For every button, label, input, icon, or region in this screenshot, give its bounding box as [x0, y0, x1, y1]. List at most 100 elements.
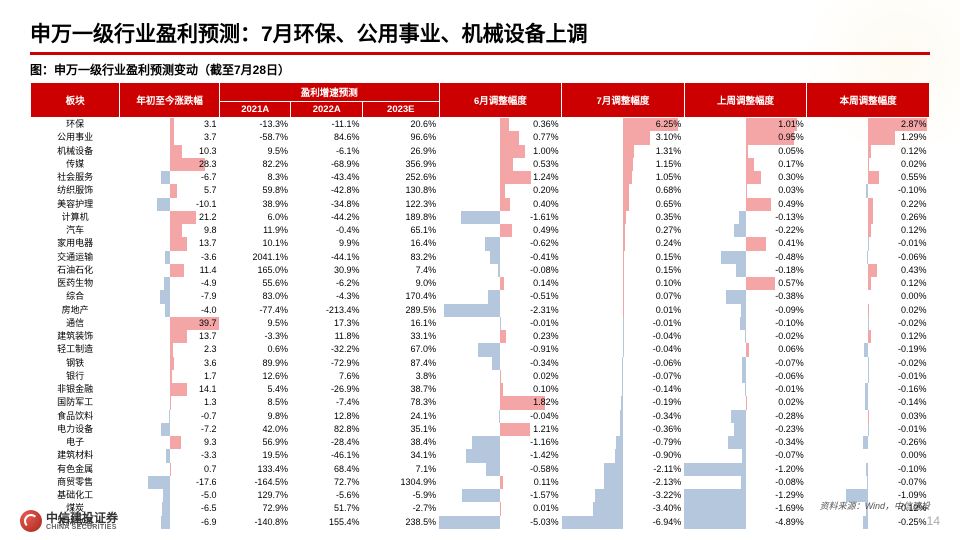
- bar-cell: -0.07%: [807, 476, 930, 489]
- table-row: 石油石化11.4165.0%30.9%7.4%-0.08%0.15%-0.18%…: [31, 264, 930, 277]
- bar-cell: 0.01%: [562, 304, 685, 317]
- bar-cell: 1.29%: [807, 131, 930, 144]
- page-title: 申万一级行业盈利预测：7月环保、公用事业、机械设备上调: [30, 18, 930, 55]
- table-header: 板块年初至今涨跌幅盈利增速预测6月调整幅度7月调整幅度上周调整幅度本周调整幅度2…: [31, 83, 930, 118]
- value-cell: 12.6%: [219, 370, 291, 383]
- table-row: 环保3.1-13.3%-11.1%20.6%0.36%6.25%1.01%2.8…: [31, 118, 930, 132]
- bar-cell: -7.2: [120, 423, 220, 436]
- bar-cell: -3.3: [120, 449, 220, 462]
- bar-cell: -0.19%: [562, 396, 685, 409]
- bar-cell: -0.18%: [684, 264, 807, 277]
- value-cell: 9.9%: [291, 237, 363, 250]
- value-cell: -0.4%: [291, 224, 363, 237]
- value-cell: 9.0%: [362, 277, 439, 290]
- value-cell: -58.7%: [219, 131, 291, 144]
- bar-cell: 1.21%: [439, 423, 562, 436]
- bar-cell: 0.49%: [684, 198, 807, 211]
- table-row: 建筑材料-3.319.5%-46.1%34.1%-1.42%-0.90%-0.0…: [31, 449, 930, 462]
- value-cell: -11.1%: [291, 118, 363, 132]
- bar-cell: 0.40%: [439, 198, 562, 211]
- sector-cell: 电力设备: [31, 423, 120, 436]
- bar-cell: -0.79%: [562, 436, 685, 449]
- value-cell: -6.2%: [291, 277, 363, 290]
- bar-cell: -0.19%: [807, 343, 930, 356]
- value-cell: 133.4%: [219, 463, 291, 476]
- value-cell: -7.4%: [291, 396, 363, 409]
- bar-cell: 0.57%: [684, 277, 807, 290]
- value-cell: 130.8%: [362, 184, 439, 197]
- value-cell: 9.5%: [219, 145, 291, 158]
- sector-cell: 有色金属: [31, 463, 120, 476]
- bar-cell: -3.22%: [562, 489, 685, 502]
- value-cell: 72.7%: [291, 476, 363, 489]
- bar-cell: -0.01%: [807, 370, 930, 383]
- table-row: 机械设备10.39.5%-6.1%26.9%1.00%1.31%0.05%0.1…: [31, 145, 930, 158]
- value-cell: 35.1%: [362, 423, 439, 436]
- bar-cell: -1.57%: [439, 489, 562, 502]
- sector-cell: 非银金融: [31, 383, 120, 396]
- table-row: 纺织服饰5.759.8%-42.8%130.8%0.20%0.68%0.03%-…: [31, 184, 930, 197]
- bar-cell: 0.00%: [807, 449, 930, 462]
- bar-cell: -0.28%: [684, 410, 807, 423]
- bar-cell: -1.29%: [684, 489, 807, 502]
- bar-cell: -1.61%: [439, 211, 562, 224]
- bar-cell: -0.51%: [439, 290, 562, 303]
- bar-cell: -4.9: [120, 277, 220, 290]
- bar-cell: -0.10%: [684, 317, 807, 330]
- value-cell: 8.5%: [219, 396, 291, 409]
- bar-cell: -6.7: [120, 171, 220, 184]
- bar-cell: -0.26%: [807, 436, 930, 449]
- value-cell: -32.2%: [291, 343, 363, 356]
- value-cell: -213.4%: [291, 304, 363, 317]
- value-cell: 2041.1%: [219, 251, 291, 264]
- value-cell: 129.7%: [219, 489, 291, 502]
- bar-cell: 0.41%: [684, 237, 807, 250]
- sector-cell: 美容护理: [31, 198, 120, 211]
- bar-cell: 1.00%: [439, 145, 562, 158]
- bar-cell: -0.01%: [807, 237, 930, 250]
- bar-cell: 0.68%: [562, 184, 685, 197]
- value-cell: 59.8%: [219, 184, 291, 197]
- sector-cell: 综合: [31, 290, 120, 303]
- bar-cell: -0.07%: [562, 370, 685, 383]
- bar-cell: -4.0: [120, 304, 220, 317]
- value-cell: 9.8%: [219, 410, 291, 423]
- bar-cell: 0.49%: [439, 224, 562, 237]
- sector-cell: 电子: [31, 436, 120, 449]
- bar-cell: -0.07%: [684, 449, 807, 462]
- bar-cell: 0.22%: [807, 198, 930, 211]
- value-cell: 16.1%: [362, 317, 439, 330]
- table-row: 医药生物-4.955.6%-6.2%9.0%0.14%0.10%0.57%0.1…: [31, 277, 930, 290]
- bar-cell: -0.06%: [562, 357, 685, 370]
- bar-cell: 5.7: [120, 184, 220, 197]
- value-cell: 170.4%: [362, 290, 439, 303]
- bar-cell: 0.27%: [562, 224, 685, 237]
- bar-cell: -0.04%: [439, 410, 562, 423]
- bar-cell: -0.14%: [807, 396, 930, 409]
- table-row: 交通运输-3.62041.1%-44.1%83.2%-0.41%0.15%-0.…: [31, 251, 930, 264]
- bar-cell: 0.10%: [439, 383, 562, 396]
- value-cell: -44.1%: [291, 251, 363, 264]
- logo-text: 中信建投证券CHINA SECURITIES: [46, 512, 118, 531]
- table-row: 非银金融14.15.4%-26.9%38.7%0.10%-0.14%-0.01%…: [31, 383, 930, 396]
- bar-cell: 2.87%: [807, 118, 930, 132]
- value-cell: 65.1%: [362, 224, 439, 237]
- bar-cell: -0.7: [120, 410, 220, 423]
- bar-cell: -0.91%: [439, 343, 562, 356]
- bar-cell: -0.62%: [439, 237, 562, 250]
- value-cell: 56.9%: [219, 436, 291, 449]
- bar-cell: -0.34%: [562, 410, 685, 423]
- bar-cell: 0.23%: [439, 330, 562, 343]
- bar-cell: 9.8: [120, 224, 220, 237]
- value-cell: 7.1%: [362, 463, 439, 476]
- value-cell: -5.6%: [291, 489, 363, 502]
- table-row: 美容护理-10.138.9%-34.8%122.3%0.40%0.65%0.49…: [31, 198, 930, 211]
- value-cell: -4.3%: [291, 290, 363, 303]
- value-cell: 12.8%: [291, 410, 363, 423]
- sector-cell: 社会服务: [31, 171, 120, 184]
- bar-cell: 0.12%: [807, 330, 930, 343]
- bar-cell: 1.05%: [562, 171, 685, 184]
- bar-cell: 0.14%: [439, 277, 562, 290]
- bar-cell: 0.00%: [807, 290, 930, 303]
- bar-cell: 0.07%: [562, 290, 685, 303]
